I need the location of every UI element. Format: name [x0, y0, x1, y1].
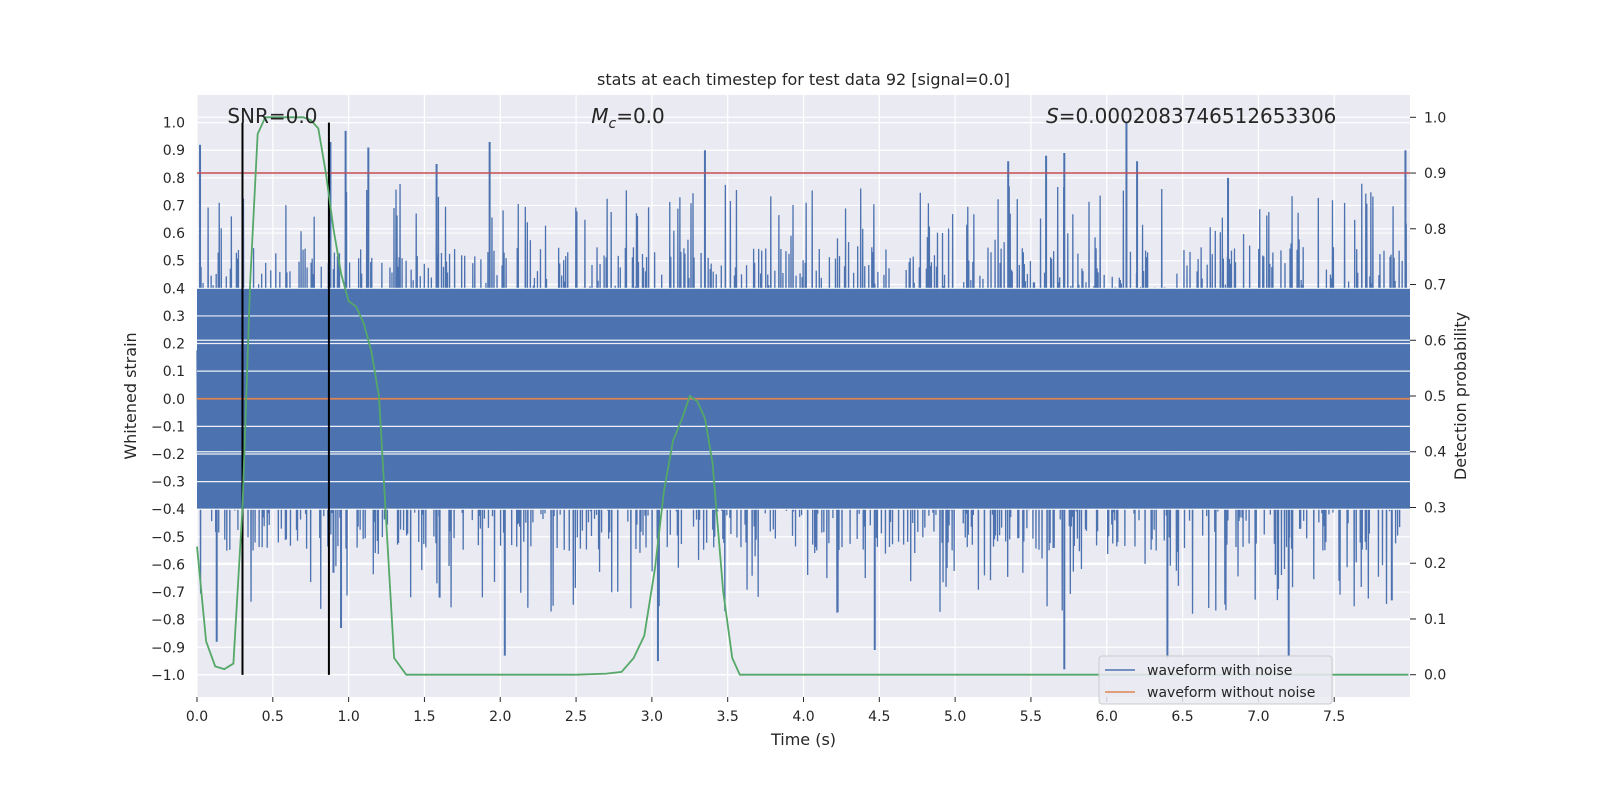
y-tick-label: 0.5: [163, 254, 185, 270]
y-tick-label: −0.2: [151, 447, 185, 463]
chirp-mass-annotation: Mc=0.0: [591, 104, 665, 132]
score-annotation: S=0.0002083746512653306: [1046, 104, 1336, 128]
y-tick-label: −0.3: [151, 475, 185, 491]
y-tick-label: 1.0: [163, 116, 185, 132]
x-axis-label: Time (s): [770, 730, 836, 749]
x-tick-label: 5.0: [944, 709, 966, 725]
x-tick-label: 6.5: [1171, 709, 1193, 725]
y-tick-label: −0.9: [151, 640, 185, 656]
y2-tick-label: 0.5: [1424, 389, 1446, 405]
chart-title: stats at each timestep for test data 92 …: [597, 70, 1010, 89]
y-tick-label: −0.1: [151, 419, 185, 435]
legend-box: [1098, 655, 1333, 705]
y-tick-label: −0.5: [151, 530, 185, 546]
x-tick-label: 0.0: [186, 709, 208, 725]
legend-label-waveform-without-noise: waveform without noise: [1147, 685, 1315, 701]
y-tick-label: 0.9: [163, 143, 185, 159]
y-tick-label: −1.0: [151, 668, 185, 684]
y2-tick-label: 0.2: [1424, 556, 1446, 572]
chirp-mass-value: =0.0: [616, 104, 665, 128]
detection-probability-line: [196, 116, 1409, 676]
x-tick-label: 6.0: [1096, 709, 1118, 725]
score-symbol: S: [1046, 104, 1059, 128]
x-tick-label: 2.5: [565, 709, 587, 725]
legend-label-waveform-with-noise: waveform with noise: [1147, 663, 1292, 679]
y-tick-label: 0.7: [163, 198, 185, 214]
x-tick-label: 5.5: [1020, 709, 1042, 725]
y-tick-label: 0.2: [163, 337, 185, 353]
x-tick-label: 1.0: [337, 709, 359, 725]
y-tick-label: −0.7: [151, 585, 185, 601]
x-tick-label: 3.0: [641, 709, 663, 725]
y-tick-label: 0.4: [163, 281, 185, 297]
y2-tick-label: 0.9: [1424, 166, 1446, 182]
x-tick-label: 0.5: [262, 709, 284, 725]
waveform-with-noise-trace: [196, 183, 1410, 614]
y-tick-label: −0.6: [151, 557, 185, 573]
y-tick-label: 0.3: [163, 309, 185, 325]
chirp-mass-symbol: M: [591, 104, 608, 128]
x-tick-label: 2.0: [489, 709, 511, 725]
overlay-layer: [196, 116, 1410, 676]
y2-tick-label: 1.0: [1424, 110, 1446, 126]
y-tick-label: −0.4: [151, 502, 185, 518]
x-tick-label: 3.5: [717, 709, 739, 725]
x-tick-label: 4.0: [792, 709, 814, 725]
y2-tick-label: 0.7: [1424, 278, 1446, 294]
score-value: =0.0002083746512653306: [1059, 104, 1337, 128]
tick-labels: 0.0 0.5 1.0 1.5 2.0 2.5 3.0 3.5 4.0 4.5 5.0 5.5 6.0 6…: [151, 110, 1446, 725]
x-tick-label: 7.5: [1323, 709, 1345, 725]
y-tick-label: −0.8: [151, 613, 185, 629]
y-tick-label: 0.0: [163, 392, 185, 408]
y2-axis-label: Detection probability: [1451, 312, 1470, 480]
snr-annotation: SNR=0.0: [227, 104, 317, 128]
y2-tick-label: 0.3: [1424, 500, 1446, 516]
x-tick-label: 1.5: [413, 709, 435, 725]
y2-tick-label: 0.4: [1424, 445, 1446, 461]
y-tick-label: 0.6: [163, 226, 185, 242]
y-axis-label: Whitened strain: [121, 332, 140, 459]
chirp-mass-subscript: c: [608, 116, 616, 132]
y2-tick-label: 0.1: [1424, 612, 1446, 628]
x-tick-label: 4.5: [868, 709, 890, 725]
y2-tick-label: 0.0: [1424, 668, 1446, 684]
y2-tick-label: 0.6: [1424, 333, 1446, 349]
legend: waveform with noise waveform without noi…: [1098, 655, 1333, 705]
x-tick-label: 7.0: [1247, 709, 1269, 725]
y-tick-label: 0.8: [163, 171, 185, 187]
y-tick-label: 0.1: [163, 364, 185, 380]
y2-tick-label: 0.8: [1424, 222, 1446, 238]
